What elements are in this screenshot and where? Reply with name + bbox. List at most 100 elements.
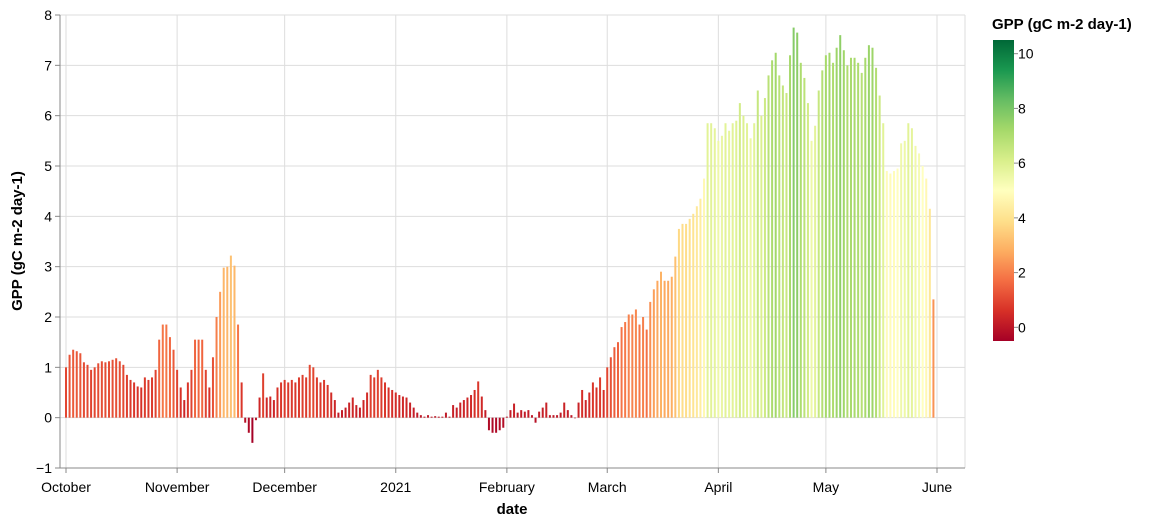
bar	[509, 410, 512, 418]
bar	[369, 374, 372, 418]
bar	[563, 402, 566, 418]
bar	[799, 62, 802, 418]
bar	[136, 386, 139, 418]
bar	[882, 123, 885, 418]
y-tick-label: 0	[44, 410, 52, 426]
bar	[437, 416, 440, 418]
bar	[774, 52, 777, 418]
bar	[222, 267, 225, 418]
bar	[161, 324, 164, 418]
bar	[333, 400, 336, 418]
bar	[670, 276, 673, 418]
bar	[434, 416, 437, 418]
bar	[387, 387, 390, 418]
legend-title: GPP (gC m-2 day-1)	[992, 16, 1132, 33]
bar	[627, 314, 630, 418]
bar	[158, 339, 161, 418]
bar	[297, 377, 300, 418]
bar	[68, 354, 71, 418]
bar	[527, 410, 530, 418]
bar	[728, 130, 731, 418]
bar	[817, 90, 820, 418]
bar	[742, 115, 745, 418]
bar	[871, 47, 874, 418]
bar	[720, 135, 723, 418]
y-tick-label: 3	[44, 259, 52, 275]
bar	[767, 75, 770, 418]
bar	[276, 387, 279, 418]
bar	[495, 417, 498, 433]
bar	[864, 57, 867, 418]
bar	[685, 223, 688, 418]
bar	[602, 389, 605, 418]
y-tick-label: 5	[44, 158, 52, 174]
bar	[147, 379, 150, 418]
bar	[792, 27, 795, 418]
bar	[108, 361, 111, 418]
bar	[168, 337, 171, 418]
bar	[154, 369, 157, 418]
bar	[828, 52, 831, 418]
bar	[215, 317, 218, 418]
bar	[197, 339, 200, 418]
bar	[810, 140, 813, 418]
bar	[520, 410, 523, 418]
legend: GPP (gC m-2 day-1) 0 2 4 6 8 10	[992, 16, 1132, 341]
x-axis-ticks: October November December 2021 February March…	[41, 468, 952, 495]
bar	[129, 379, 132, 418]
bar	[581, 389, 584, 418]
bar	[384, 382, 387, 418]
x-tick-label: November	[145, 479, 210, 495]
bar	[337, 412, 340, 418]
bar	[717, 140, 720, 418]
bar	[695, 206, 698, 418]
legend-tick-label: 10	[1018, 46, 1034, 62]
bar	[79, 353, 82, 418]
bar	[914, 145, 917, 418]
bar	[588, 392, 591, 418]
x-tick-label: December	[252, 479, 317, 495]
bar	[72, 349, 75, 418]
bar	[918, 153, 921, 418]
bar	[688, 218, 691, 418]
bar	[341, 410, 343, 418]
bar	[233, 265, 236, 418]
bar	[706, 123, 709, 418]
legend-tick-label: 8	[1018, 100, 1026, 116]
bar	[441, 416, 444, 418]
x-tick-label: April	[704, 479, 732, 495]
bar	[82, 362, 85, 418]
bar	[556, 415, 559, 418]
bar	[516, 412, 519, 418]
bar	[366, 392, 369, 418]
bar	[785, 93, 788, 418]
bar	[380, 377, 383, 418]
bar	[824, 55, 827, 418]
bar	[534, 417, 537, 423]
y-tick-label: 8	[44, 7, 52, 23]
bar	[875, 67, 878, 418]
bar	[814, 125, 817, 418]
axes	[59, 15, 965, 469]
y-tick-label: 6	[44, 108, 52, 124]
bar	[789, 55, 792, 418]
x-tick-label: June	[922, 479, 953, 495]
bar	[857, 62, 860, 418]
bar	[480, 396, 483, 418]
bar	[846, 65, 849, 418]
bar	[143, 377, 146, 418]
bar	[93, 367, 96, 418]
bar	[251, 417, 254, 443]
bar	[315, 377, 318, 418]
bar	[595, 387, 598, 418]
bar	[262, 373, 265, 418]
bar	[290, 379, 293, 418]
bar	[125, 374, 128, 418]
bar	[584, 400, 587, 418]
bar	[910, 128, 913, 418]
bar	[254, 417, 257, 421]
bar	[746, 123, 749, 418]
bar	[97, 363, 100, 418]
bar	[355, 405, 358, 418]
